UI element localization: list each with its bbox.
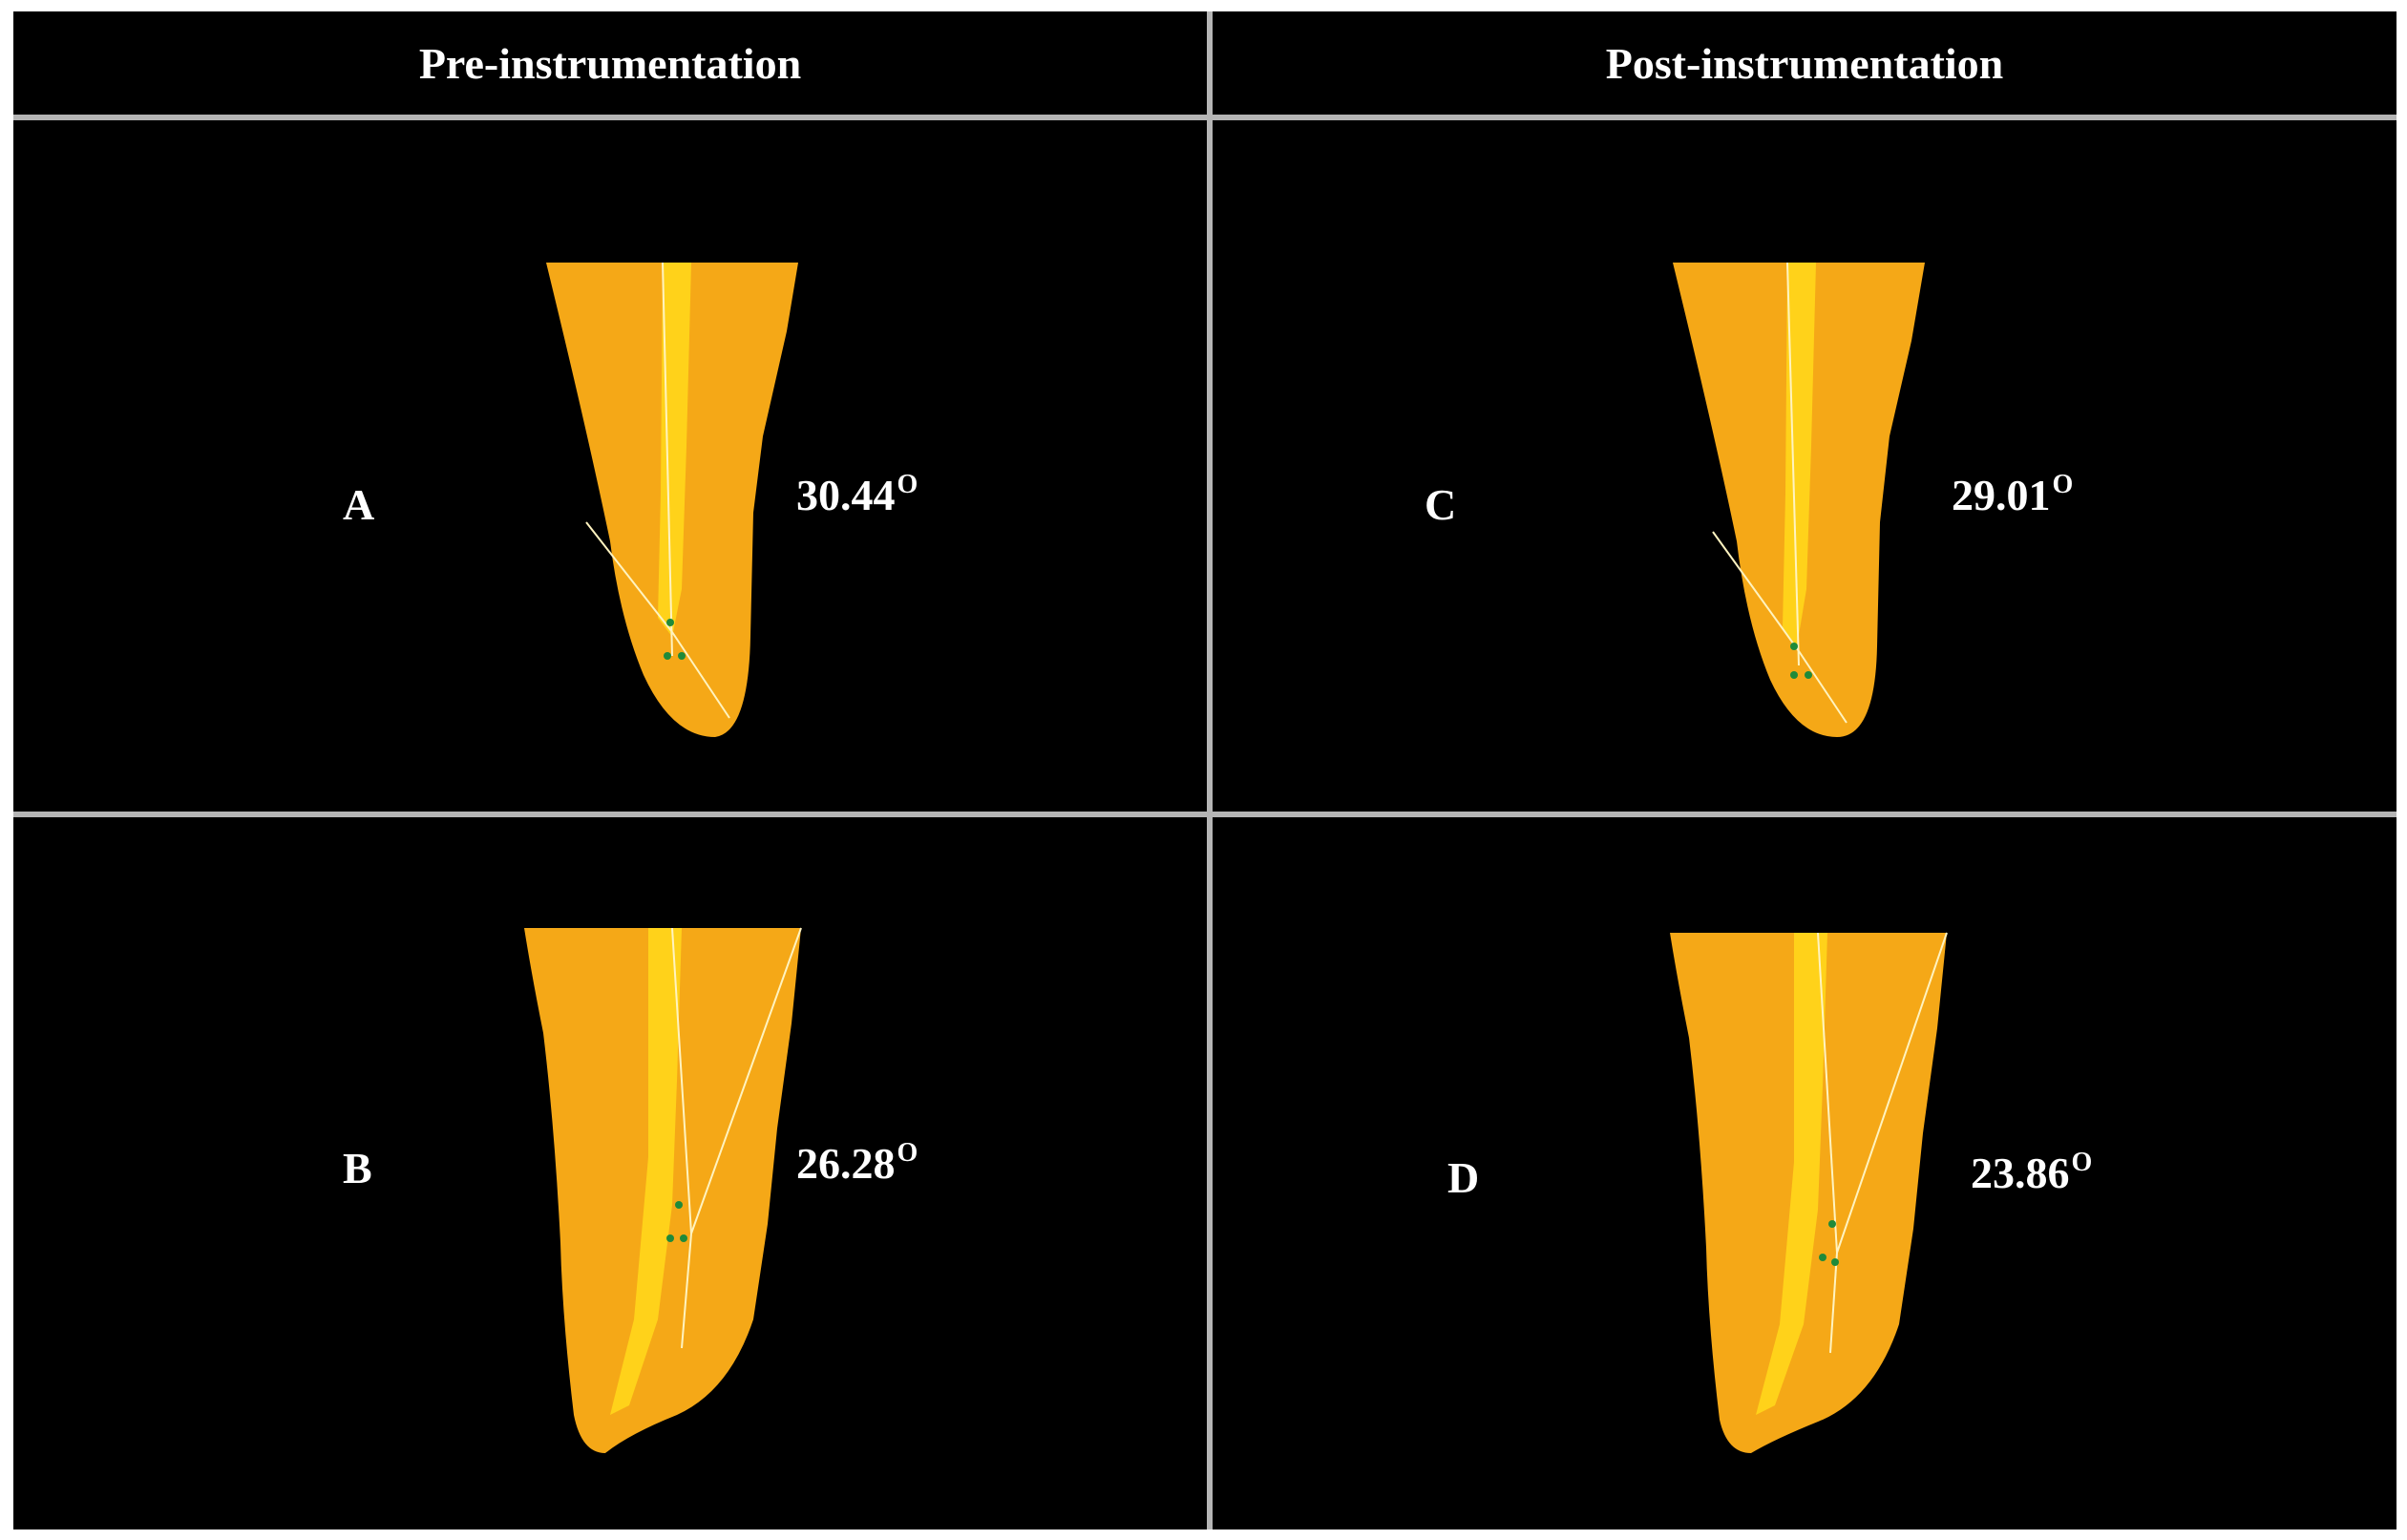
panel-letter-a: A bbox=[343, 480, 375, 529]
panel-letter-d: D bbox=[1447, 1153, 1480, 1202]
row-divider bbox=[13, 812, 2396, 817]
figure: Pre-instrumentation Post-instrumentation… bbox=[13, 11, 2396, 1529]
panel-letter-c: C bbox=[1425, 480, 1457, 529]
angle-value-c: 29.01O bbox=[1952, 470, 2074, 519]
panel-letter-b: B bbox=[343, 1144, 372, 1192]
header-post-instrumentation: Post-instrumentation bbox=[1605, 38, 2004, 88]
angle-value-b: 26.28O bbox=[796, 1138, 918, 1188]
tooth-image-d bbox=[1670, 932, 1948, 1453]
angle-value-d: 23.86O bbox=[1971, 1148, 2093, 1197]
vertical-divider bbox=[1207, 11, 1213, 1529]
angle-value-a: 30.44O bbox=[796, 470, 918, 519]
header-divider bbox=[13, 115, 2396, 120]
tooth-image-c bbox=[1673, 262, 1925, 737]
tooth-image-a bbox=[546, 262, 798, 737]
tooth-image-b bbox=[524, 927, 802, 1453]
header-pre-instrumentation: Pre-instrumentation bbox=[418, 38, 802, 88]
